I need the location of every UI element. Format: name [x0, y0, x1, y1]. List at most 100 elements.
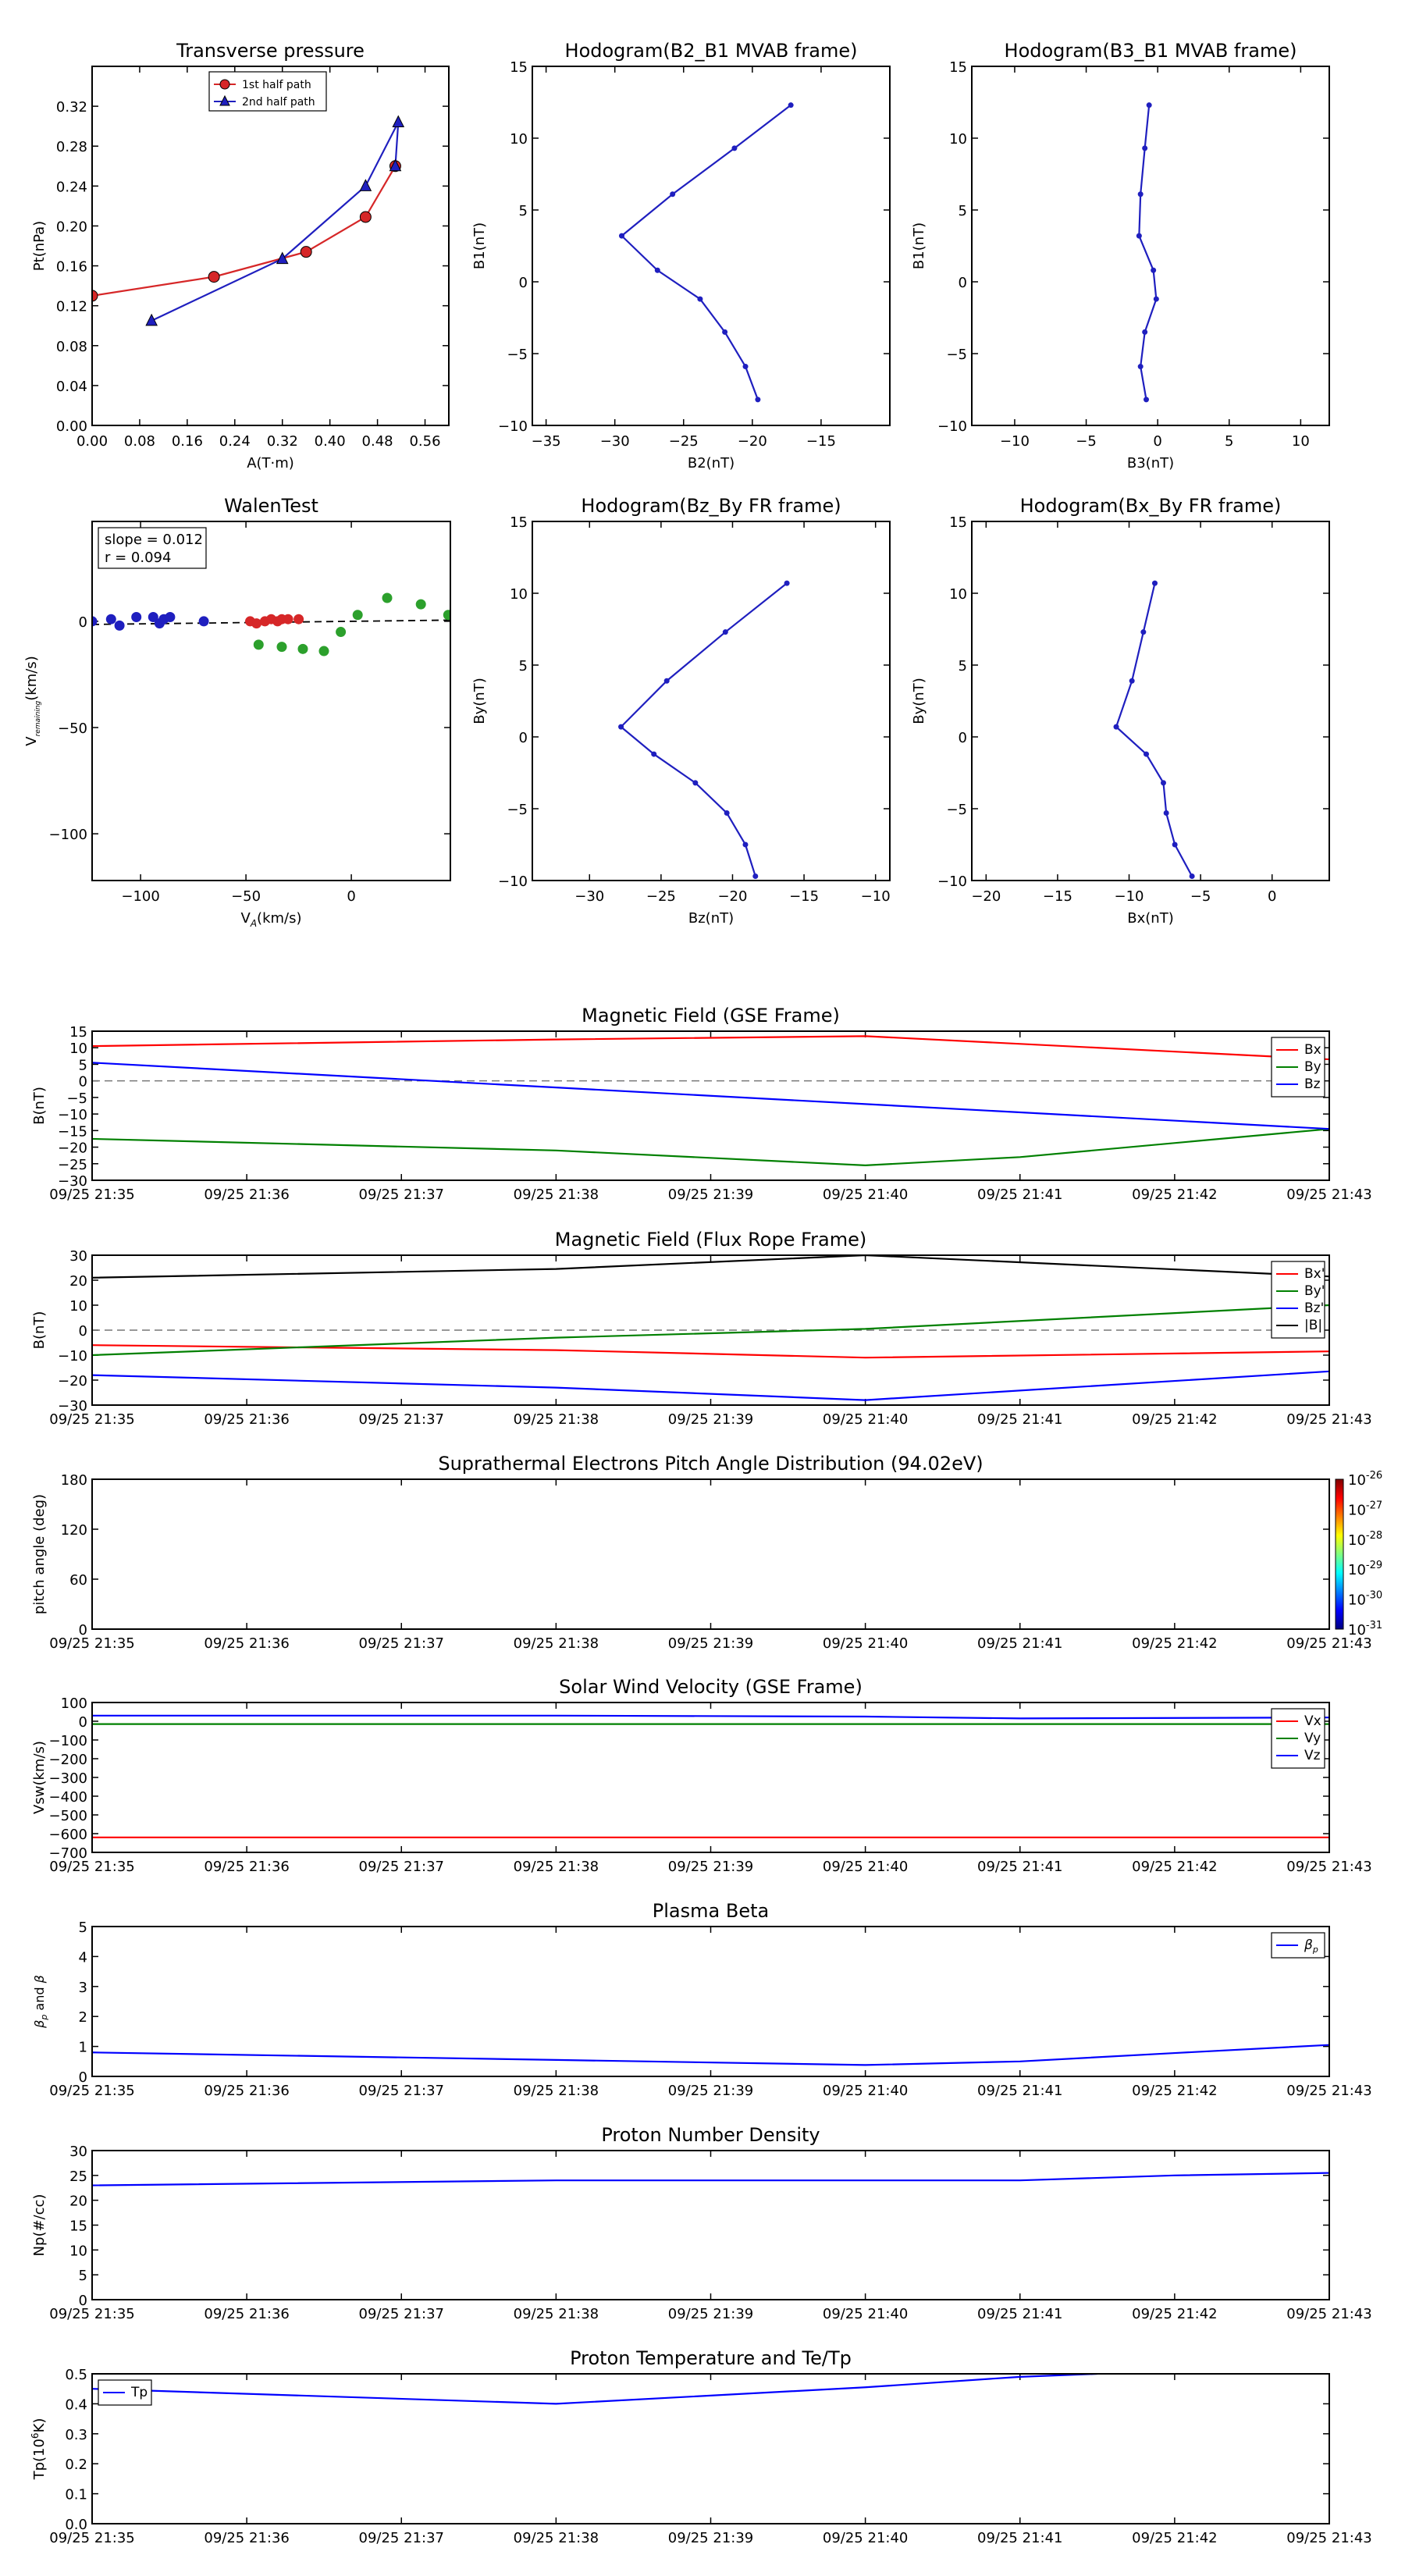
data-point: [755, 397, 761, 403]
y-tick-label: 15: [510, 514, 528, 531]
x-tick-label: 09/25 21:39: [668, 2083, 753, 2099]
y-tick-label: −500: [49, 1808, 87, 1824]
x-tick-label: 09/25 21:43: [1286, 1635, 1371, 1652]
legend-label: By: [1304, 1059, 1321, 1075]
chart-pt: Transverse pressure 0.00 0.04 0.08 0.12 0.16 0…: [31, 40, 450, 471]
x-tick-label: 09/25 21:39: [668, 1411, 753, 1428]
colorbar-label: 10-26: [1348, 1470, 1382, 1489]
y-axis-label: B1(nT): [471, 222, 488, 269]
data-point: [131, 611, 142, 622]
data-point: [198, 616, 209, 627]
y-tick-label: 3: [79, 1980, 87, 1996]
data-point: [318, 646, 329, 656]
y-tick-label: 25: [69, 2169, 87, 2185]
x-tick-label: 09/25 21:38: [514, 2083, 599, 2099]
chart-vsw: Solar Wind Velocity (GSE Frame) −700 −600 −…: [31, 1676, 1372, 1875]
colorbar: [1335, 1478, 1344, 1630]
annotation-box: [98, 527, 207, 569]
plot-area: [92, 2374, 1097, 2405]
data-point: [619, 233, 624, 239]
data-point: [784, 580, 790, 586]
series-line-By: [92, 1128, 1329, 1167]
legend-label: Tp: [130, 2385, 148, 2400]
chart-title: Suprathermal Electrons Pitch Angle Distr…: [438, 1453, 983, 1475]
x-tick-label: −30: [600, 433, 630, 450]
x-tick-label: −20: [717, 888, 747, 905]
x-tick-label: 09/25 21:39: [668, 2306, 753, 2322]
chart-np: Proton Number Density 0 5 10 15 20 25 30 09/25 2…: [31, 2124, 1372, 2322]
y-tick-label: 0: [79, 2069, 87, 2086]
x-tick-label: 09/25 21:43: [1286, 1411, 1371, 1428]
y-tick-label: 0.28: [56, 139, 87, 155]
y-tick-label: 0.0: [65, 2517, 87, 2533]
y-tick-label: 0: [79, 2293, 87, 2309]
x-tick-label: 09/25 21:38: [514, 2306, 599, 2322]
chart-title: WalenTest: [224, 495, 318, 517]
y-tick-label: 0.24: [56, 179, 87, 195]
x-tick-label: −25: [646, 888, 676, 905]
x-tick-label: 09/25 21:35: [49, 2306, 134, 2322]
data-point: [1189, 873, 1195, 879]
x-tick-label: 0.00: [76, 433, 108, 450]
data-point: [359, 211, 372, 223]
legend-label: Bx': [1304, 1266, 1325, 1282]
chart-hodo1: Hodogram(B2_B1 MVAB frame) −10 −5 0 5 10 15 −35…: [471, 40, 891, 471]
x-tick-label: 09/25 21:41: [977, 1859, 1062, 1875]
data-point: [788, 102, 794, 109]
y-axis-label: B(nT): [31, 1311, 48, 1350]
y-tick-label: 0: [79, 614, 87, 631]
y-tick-label: −300: [49, 1770, 87, 1787]
data-point: [392, 115, 405, 128]
data-point: [148, 611, 158, 622]
x-tick-label: 09/25 21:41: [977, 2306, 1062, 2322]
data-point: [1129, 678, 1135, 684]
data-point: [208, 271, 220, 283]
legend-label: 1st half path: [242, 79, 311, 91]
y-tick-label: 15: [510, 59, 528, 76]
data-point: [692, 780, 699, 786]
x-tick-label: 10: [1292, 433, 1310, 450]
axes-frame: [91, 2373, 1330, 2524]
x-tick-label: 09/25 21:38: [514, 1187, 599, 1203]
y-tick-label: −50: [58, 720, 87, 737]
legend-label: Vy: [1304, 1731, 1321, 1746]
x-tick-label: 09/25 21:40: [823, 1187, 908, 1203]
chart-title: Proton Number Density: [601, 2124, 820, 2146]
legend: Tp: [98, 2379, 152, 2406]
data-point: [724, 810, 730, 817]
x-tick-label: 09/25 21:39: [668, 1635, 753, 1652]
data-point: [300, 246, 312, 258]
x-tick-label: 09/25 21:41: [977, 1635, 1062, 1652]
y-tick-label: 0: [79, 1714, 87, 1731]
y-tick-label: 0.1: [65, 2487, 87, 2503]
x-tick-label: −35: [532, 433, 561, 450]
x-tick-label: 09/25 21:40: [823, 1411, 908, 1428]
y-axis-label: pitch angle (deg): [31, 1494, 48, 1614]
series-line-Bz': [92, 1370, 1329, 1401]
x-tick-label: 09/25 21:40: [823, 2083, 908, 2099]
x-tick-label: 09/25 21:35: [49, 1635, 134, 1652]
x-tick-label: −30: [574, 888, 604, 905]
chart-bfr: Magnetic Field (Flux Rope Frame) −30 −20 −1…: [31, 1229, 1372, 1428]
data-point: [1142, 145, 1148, 151]
y-tick-label: 20: [69, 1273, 87, 1290]
axes-frame: [971, 521, 1330, 881]
y-tick-label: 10: [510, 586, 528, 603]
plot-area: [618, 580, 790, 879]
y-tick-label: 5: [79, 1920, 87, 1936]
y-tick-label: −10: [498, 418, 528, 435]
axes-frame: [91, 1702, 1330, 1853]
series-line-Bx': [92, 1344, 1329, 1359]
data-point: [352, 610, 363, 621]
y-tick-label: 0.16: [56, 259, 87, 276]
data-point: [1153, 296, 1159, 302]
x-tick-label: 09/25 21:35: [49, 2083, 134, 2099]
y-tick-label: 10: [949, 586, 967, 603]
x-tick-label: −100: [121, 888, 159, 905]
data-point: [1136, 233, 1142, 239]
y-tick-label: 0.5: [65, 2367, 87, 2383]
y-tick-label: 0.4: [65, 2396, 87, 2413]
chart-title: Hodogram(B2_B1 MVAB frame): [565, 40, 858, 62]
y-tick-label: 4: [79, 1949, 87, 1966]
